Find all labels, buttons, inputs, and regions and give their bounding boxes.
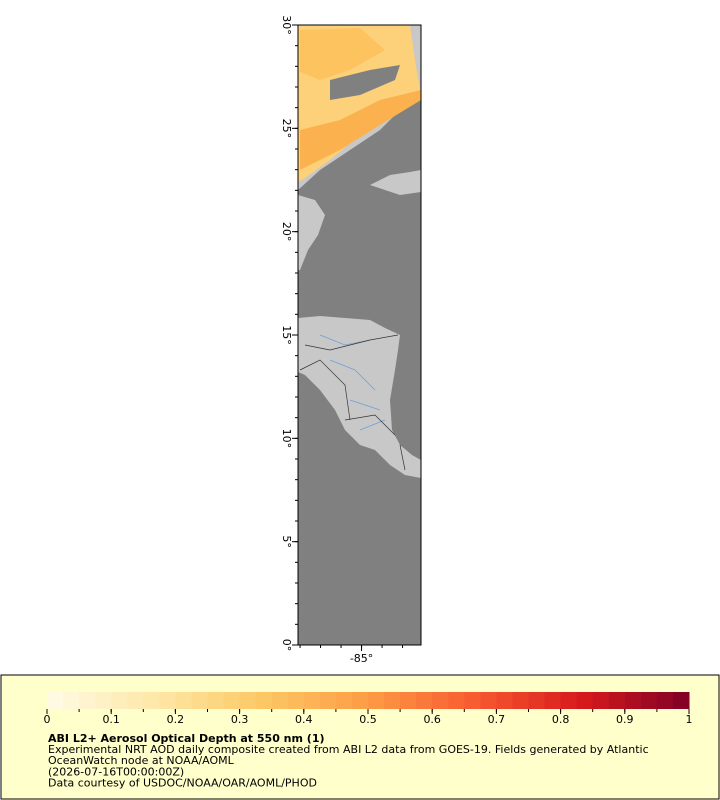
colorbar-segment bbox=[432, 692, 449, 709]
map-features bbox=[298, 25, 421, 478]
caption-line: Data courtesy of USDOC/NOAA/OAR/AOML/PHO… bbox=[48, 777, 317, 790]
colorbar-segment bbox=[319, 692, 337, 709]
aerosol bbox=[300, 90, 421, 170]
y-tick-label: 5° bbox=[280, 535, 293, 548]
caption-line: Experimental NRT AOD daily composite cre… bbox=[48, 743, 649, 756]
colorbar-tick-label: 0.9 bbox=[616, 713, 634, 726]
y-tick-label: 30° bbox=[280, 15, 293, 35]
colorbar-segment bbox=[416, 692, 433, 709]
colorbar-tick-label: 0.4 bbox=[295, 713, 313, 726]
colorbar-segment bbox=[544, 692, 562, 709]
colorbar-segment bbox=[351, 692, 369, 709]
aerosol bbox=[300, 28, 385, 80]
colorbar-segment bbox=[560, 692, 578, 709]
colorbar-segment bbox=[191, 692, 208, 709]
colorbar-segment bbox=[47, 692, 64, 709]
y-tick-label: 20° bbox=[280, 222, 293, 242]
colorbar-segment bbox=[271, 692, 289, 709]
colorbar-segment bbox=[368, 692, 385, 709]
colorbar-segment bbox=[528, 692, 546, 709]
colorbar-segment bbox=[480, 692, 497, 709]
x-tick-label: -85° bbox=[350, 652, 373, 665]
colorbar-segment bbox=[624, 692, 642, 709]
colorbar-segment bbox=[464, 692, 481, 709]
caption-line: (2026-07-16T00:00:00Z) bbox=[48, 765, 184, 778]
colorbar-segment bbox=[111, 692, 128, 709]
colorbar-segment bbox=[400, 692, 417, 709]
colorbar-segment bbox=[303, 692, 321, 709]
colorbar-segment bbox=[63, 692, 80, 709]
map-panel bbox=[297, 24, 422, 646]
caption-title: ABI L2+ Aerosol Optical Depth at 550 nm … bbox=[48, 732, 325, 745]
colorbar-tick-label: 1 bbox=[686, 713, 693, 726]
colorbar-tick-label: 0.6 bbox=[423, 713, 441, 726]
colorbar-segment bbox=[207, 692, 225, 709]
colorbar-segment bbox=[640, 692, 658, 709]
y-tick-label: 15° bbox=[280, 325, 293, 345]
colorbar-tick-label: 0.1 bbox=[102, 713, 120, 726]
colorbar-segment bbox=[239, 692, 257, 709]
colorbar-segment bbox=[95, 692, 112, 709]
clear bbox=[330, 65, 400, 100]
colorbar-segment bbox=[127, 692, 144, 709]
land bbox=[370, 170, 421, 195]
colorbar-segment bbox=[672, 692, 690, 709]
colorbar-segment bbox=[159, 692, 176, 709]
colorbar-tick-label: 0.8 bbox=[552, 713, 570, 726]
colorbar-segment bbox=[592, 692, 610, 709]
colorbar-tick-label: 0.3 bbox=[231, 713, 249, 726]
y-tick-label: 10° bbox=[280, 429, 293, 449]
colorbar-segment bbox=[143, 692, 160, 709]
colorbar-segment bbox=[656, 692, 674, 709]
colorbar-tick-label: 0.7 bbox=[488, 713, 506, 726]
colorbar-segment bbox=[175, 692, 192, 709]
land bbox=[298, 195, 325, 270]
colorbar-segment bbox=[255, 692, 273, 709]
colorbar-segment bbox=[608, 692, 626, 709]
colorbar-segment bbox=[384, 692, 401, 709]
colorbar-segment bbox=[496, 692, 513, 709]
colorbar-segment bbox=[448, 692, 465, 709]
colorbar-segment bbox=[335, 692, 353, 709]
y-tick-label: 25° bbox=[280, 119, 293, 139]
caption-line: OceanWatch node at NOAA/AOML bbox=[48, 754, 235, 767]
land bbox=[298, 316, 421, 478]
colorbar-segment bbox=[287, 692, 305, 709]
colorbar-tick-label: 0 bbox=[44, 713, 51, 726]
colorbar-segment bbox=[512, 692, 529, 709]
y-tick-label: 0° bbox=[280, 639, 293, 652]
colorbar-tick-label: 0.2 bbox=[167, 713, 185, 726]
colorbar-segment bbox=[576, 692, 594, 709]
colorbar-segment bbox=[79, 692, 96, 709]
colorbar-tick-label: 0.5 bbox=[359, 713, 377, 726]
colorbar-segment bbox=[223, 692, 241, 709]
